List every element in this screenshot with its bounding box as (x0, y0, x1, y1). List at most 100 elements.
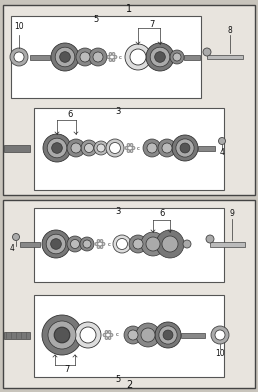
Circle shape (125, 44, 151, 70)
Circle shape (176, 139, 194, 157)
Bar (20, 241, 40, 247)
Circle shape (75, 322, 101, 348)
Circle shape (107, 56, 110, 58)
Circle shape (159, 326, 177, 344)
Circle shape (130, 49, 146, 65)
Text: 2: 2 (126, 380, 132, 390)
Text: 7: 7 (149, 20, 155, 29)
Circle shape (113, 235, 131, 253)
Circle shape (129, 235, 147, 253)
Circle shape (55, 47, 75, 67)
Circle shape (170, 50, 184, 64)
Circle shape (54, 327, 70, 343)
Circle shape (70, 240, 79, 249)
Circle shape (83, 240, 91, 248)
Circle shape (105, 330, 108, 334)
Circle shape (173, 53, 181, 61)
Circle shape (47, 138, 67, 158)
Circle shape (162, 236, 178, 252)
Circle shape (156, 230, 184, 258)
Circle shape (136, 323, 160, 347)
Text: 6: 6 (159, 209, 165, 218)
Text: 10: 10 (14, 22, 24, 31)
Text: 4: 4 (10, 243, 15, 252)
Circle shape (128, 330, 138, 340)
Circle shape (100, 240, 103, 243)
Bar (3, 5, 255, 195)
Circle shape (80, 237, 94, 251)
Circle shape (67, 139, 85, 157)
Bar (11, 16, 201, 98)
Circle shape (97, 240, 100, 243)
Text: 9: 9 (230, 209, 235, 218)
Text: 8: 8 (228, 25, 232, 34)
Bar (30, 54, 50, 60)
Circle shape (97, 245, 100, 249)
Circle shape (127, 143, 130, 147)
Circle shape (150, 47, 170, 67)
Circle shape (155, 52, 165, 62)
Text: 4: 4 (220, 147, 225, 156)
Circle shape (81, 140, 97, 156)
Circle shape (163, 330, 173, 340)
Bar (34, 208, 224, 282)
Circle shape (130, 149, 133, 152)
Circle shape (114, 56, 117, 58)
Circle shape (42, 230, 70, 258)
Text: 7: 7 (64, 365, 70, 374)
Circle shape (146, 43, 174, 71)
Bar (207, 55, 243, 59)
Circle shape (103, 334, 106, 336)
Circle shape (48, 321, 76, 349)
Circle shape (127, 149, 130, 152)
Circle shape (108, 330, 111, 334)
Text: 10: 10 (215, 348, 225, 358)
Text: c: c (108, 241, 110, 247)
Text: 5: 5 (115, 374, 121, 383)
Circle shape (155, 322, 181, 348)
Text: c: c (136, 145, 140, 151)
Circle shape (80, 52, 90, 62)
Circle shape (51, 239, 61, 249)
Circle shape (124, 326, 142, 344)
Circle shape (51, 43, 79, 71)
Circle shape (112, 58, 115, 62)
Circle shape (100, 245, 103, 249)
Circle shape (125, 147, 128, 149)
Bar (4, 145, 30, 151)
Text: 1: 1 (126, 4, 132, 14)
Text: c: c (118, 54, 122, 60)
Circle shape (67, 236, 83, 252)
Circle shape (158, 139, 176, 157)
Circle shape (203, 48, 211, 56)
Circle shape (109, 143, 120, 154)
Circle shape (102, 243, 105, 245)
Circle shape (143, 139, 161, 157)
Circle shape (76, 48, 94, 66)
Bar (3, 200, 255, 388)
Circle shape (112, 53, 115, 56)
Circle shape (109, 58, 112, 62)
Bar (181, 332, 205, 338)
Circle shape (94, 141, 108, 155)
Circle shape (141, 328, 155, 342)
Circle shape (42, 315, 82, 355)
Circle shape (93, 52, 103, 62)
Circle shape (215, 330, 225, 340)
Circle shape (52, 143, 62, 153)
Bar (198, 145, 215, 151)
Circle shape (130, 143, 133, 147)
Circle shape (71, 143, 81, 153)
Circle shape (110, 334, 113, 336)
Circle shape (183, 240, 191, 248)
Circle shape (54, 327, 70, 343)
Circle shape (95, 243, 98, 245)
Circle shape (12, 234, 20, 241)
Circle shape (105, 336, 108, 339)
Bar (34, 295, 224, 377)
Circle shape (43, 134, 71, 162)
Circle shape (109, 53, 112, 56)
Circle shape (132, 147, 135, 149)
Circle shape (141, 232, 165, 256)
Circle shape (106, 139, 124, 157)
